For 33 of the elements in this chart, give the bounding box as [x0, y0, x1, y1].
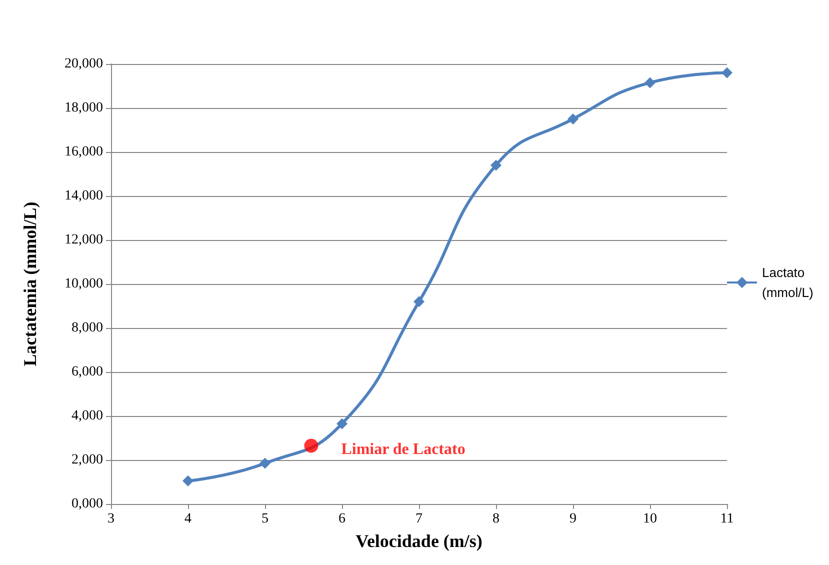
point	[414, 296, 424, 308]
x-tick-label: 11	[720, 512, 734, 526]
y-tick-label: 20,000	[64, 56, 103, 72]
x-tick-label: 8	[492, 512, 500, 526]
point	[644, 77, 656, 88]
y-tick-label: 4,000	[72, 408, 103, 424]
annotation: Limiar de Lactato	[341, 441, 466, 458]
point	[336, 418, 348, 430]
x-tick-label: 10	[643, 512, 657, 526]
point	[722, 67, 732, 78]
point	[260, 458, 270, 469]
x-axis-title: Velocidade (m/s)	[356, 531, 482, 551]
y-tick-label: 2,000	[72, 452, 103, 468]
x-tick-label: 9	[570, 512, 576, 526]
y-tick-label: 18,000	[64, 100, 103, 116]
point	[490, 160, 502, 171]
x-tick-label: 5	[262, 512, 268, 526]
x-tick-label: 4	[184, 512, 192, 526]
y-tick-label: 14,000	[64, 188, 103, 204]
point	[568, 114, 578, 124]
y-tick-label: 12,000	[64, 232, 103, 248]
y-axis-title: Lactatemia (mmol/L)	[20, 202, 40, 366]
x-tick-label: 3	[108, 512, 114, 526]
legend-label: Lactato (mmol/L)	[762, 265, 814, 300]
point	[182, 475, 194, 486]
x-tick-label: 7	[416, 512, 422, 526]
point	[304, 438, 318, 453]
y-tick-label: 10,000	[64, 276, 103, 292]
y-tick-label: 6,000	[72, 364, 103, 380]
y-tick-label: 16,000	[64, 144, 103, 160]
y-tick-label: 8,000	[72, 320, 103, 336]
x-tick-label: 6	[338, 512, 346, 526]
y-tick-label: 0,000	[72, 496, 103, 512]
